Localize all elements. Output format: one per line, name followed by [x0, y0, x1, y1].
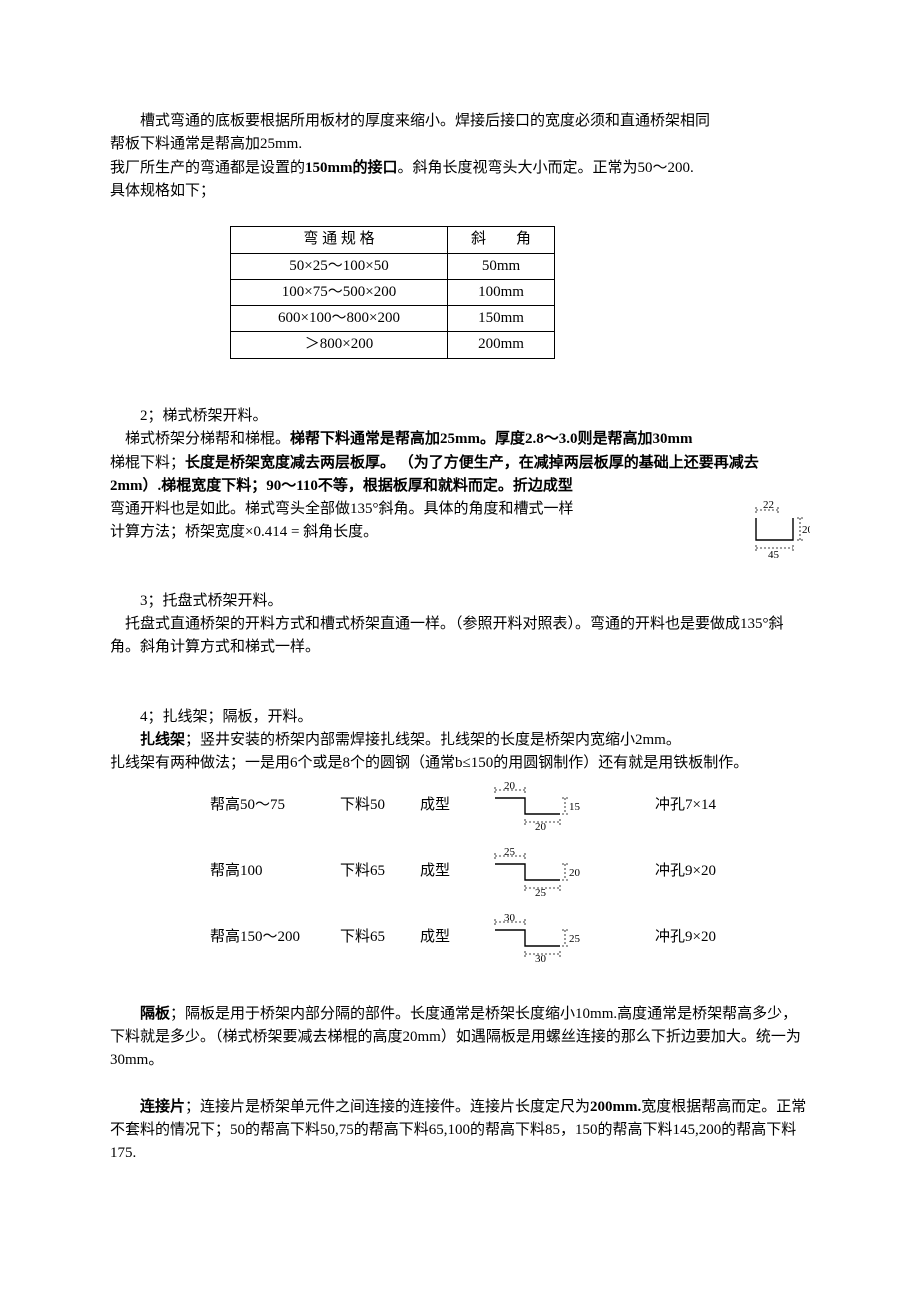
zalx-c5: 冲孔9×20	[595, 926, 775, 949]
zalx-c5: 冲孔7×14	[595, 794, 775, 817]
zalx-c5: 冲孔9×20	[595, 860, 775, 883]
zalx-diagram: 20 15 20	[465, 782, 595, 830]
table-row: 50×25～100×5050mm	[231, 253, 555, 279]
sec3-title: 3；托盘式桥架开料。	[110, 590, 810, 613]
zalx-diagram: 30 25 30	[465, 914, 595, 962]
sec4-l2: 扎线架有两种做法；一是用6个或是8个的圆钢（通常b≤150的用圆钢制作）还有就是…	[110, 752, 810, 775]
para1-l3b: 150mm的接口	[305, 160, 398, 176]
sec2-l1: 梯式桥架分梯帮和梯棍。梯帮下料通常是帮高加25mm。厚度2.8～3.0则是帮高加…	[110, 428, 810, 451]
para1-l3: 我厂所生产的弯通都是设置的150mm的接口。斜角长度视弯头大小而定。正常为50～…	[110, 157, 810, 180]
sec3-l1: 托盘式直通桥架的开料方式和槽式桥架直通一样。（参照开料对照表）。弯通的开料也是要…	[110, 613, 810, 660]
svg-text:30: 30	[504, 914, 516, 924]
zalx-c2: 下料65	[340, 926, 420, 949]
svg-text:15: 15	[569, 801, 581, 813]
zalx-c3: 成型	[420, 860, 465, 883]
diag1-top: 22	[763, 500, 774, 511]
zalx-c3: 成型	[420, 794, 465, 817]
zalx-c2: 下料50	[340, 794, 420, 817]
sec6: 连接片；连接片是桥架单元件之间连接的连接件。连接片长度定尺为200mm.宽度根据…	[110, 1096, 810, 1166]
sec2-l2: 梯棍下料；长度是桥架宽度减去两层板厚。 （为了方便生产，在减掉两层板厚的基础上还…	[110, 452, 810, 499]
svg-text:25: 25	[569, 933, 581, 945]
spec-h1: 弯 通 规 格	[231, 227, 448, 253]
zalx-c2: 下料65	[340, 860, 420, 883]
sec4-l1: 扎线架；竖井安装的桥架内部需焊接扎线架。扎线架的长度是桥架内宽缩小2mm。	[110, 729, 810, 752]
sec2-title: 2；梯式桥架开料。	[110, 405, 810, 428]
svg-text:25: 25	[504, 848, 516, 858]
zalx-row: 帮高50～75 下料50 成型 20 15 20 冲孔7×14	[110, 782, 810, 830]
para1-l2: 帮板下料通常是帮高加25mm.	[110, 133, 810, 156]
sec5: 隔板；隔板是用于桥架内部分隔的部件。长度通常是桥架长度缩小10mm.高度通常是桥…	[110, 1003, 810, 1073]
spec-h2: 斜 角	[448, 227, 555, 253]
zalx-diagram: 25 20 25	[465, 848, 595, 896]
svg-text:30: 30	[535, 953, 547, 962]
diagram-u-shape: 22 20 45	[738, 500, 810, 566]
spec-table: 弯 通 规 格 斜 角 50×25～100×5050mm 100×75～500×…	[230, 226, 555, 358]
zalx-c1: 帮高100	[110, 860, 340, 883]
svg-text:20: 20	[569, 867, 581, 879]
sec2-l3: 弯通开料也是如此。梯式弯头全部做135°斜角。具体的角度和槽式一样	[110, 498, 810, 521]
diag1-right: 20	[802, 524, 810, 536]
para1-l4: 具体规格如下；	[110, 180, 810, 203]
svg-text:20: 20	[504, 782, 516, 792]
para1-l3c: 。斜角长度视弯头大小而定。正常为50～200.	[398, 160, 694, 176]
table-row: ＞800×200200mm	[231, 332, 555, 358]
zalx-c1: 帮高50～75	[110, 794, 340, 817]
para1-l3a: 我厂所生产的弯通都是设置的	[110, 160, 305, 176]
zalx-row: 帮高100 下料65 成型 25 20 25 冲孔9×20	[110, 848, 810, 896]
para1-l1: 槽式弯通的底板要根据所用板材的厚度来缩小。焊接后接口的宽度必须和直通桥架相同	[110, 110, 810, 133]
table-row: 100×75～500×200100mm	[231, 279, 555, 305]
diag1-bottom: 45	[768, 549, 780, 558]
zalx-c1: 帮高150～200	[110, 926, 340, 949]
svg-text:20: 20	[535, 821, 547, 830]
zalx-c3: 成型	[420, 926, 465, 949]
sec2-l4: 计算方法；桥架宽度×0.414 = 斜角长度。	[110, 521, 810, 544]
table-row: 600×100～800×200150mm	[231, 306, 555, 332]
svg-text:25: 25	[535, 887, 547, 896]
zalx-row: 帮高150～200 下料65 成型 30 25 30 冲孔9×20	[110, 914, 810, 962]
sec4-title: 4；扎线架；隔板，开料。	[110, 706, 810, 729]
